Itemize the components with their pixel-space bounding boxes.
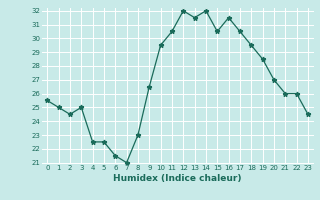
X-axis label: Humidex (Indice chaleur): Humidex (Indice chaleur): [113, 174, 242, 183]
